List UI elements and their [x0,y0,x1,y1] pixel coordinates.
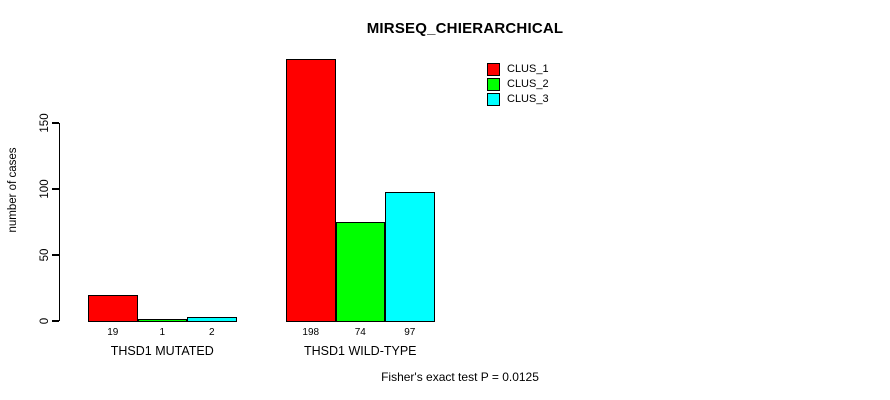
legend-label: CLUS_2 [507,78,549,90]
bar-value-label: 97 [404,327,416,338]
y-tick-label: 50 [39,248,51,262]
y-tick-mark [51,320,59,322]
bar-value-label: 19 [107,327,119,338]
legend-swatch-clus_3 [487,92,500,106]
chart-title: MIRSEQ_CHIERARCHICAL [366,20,564,37]
bar-value-label: 198 [302,327,320,338]
bar-clus_2-2 [335,222,385,322]
legend-label: CLUS_1 [507,63,549,75]
bar-clus_2-1 [137,318,187,322]
y-tick-mark [51,188,59,190]
category-label: THSD1 WILD-TYPE [303,344,417,358]
annotation-text: Fisher's exact test P = 0.0125 [381,370,539,384]
legend-row: CLUS_2 [487,77,549,91]
legend-label: CLUS_3 [507,93,549,105]
legend-row: CLUS_1 [487,62,549,76]
bar-value-label: 1 [159,327,166,338]
y-tick-label: 100 [39,179,51,199]
category-label: THSD1 MUTATED [110,344,214,358]
legend: CLUS_1 CLUS_2 CLUS_3 [487,62,549,108]
legend-row: CLUS_3 [487,92,549,106]
y-tick-mark [51,254,59,256]
y-axis-line [58,123,60,321]
y-tick-label: 150 [39,113,51,133]
bar-value-label: 2 [208,327,215,338]
legend-swatch-clus_2 [487,77,500,91]
bar-clus_1-1 [88,294,138,322]
bar-value-label: 74 [354,327,366,338]
y-tick-label: 0 [39,317,51,325]
bar-clus_1-2 [286,58,336,322]
bar-clus_3-2 [385,191,435,322]
legend-swatch-clus_1 [487,62,500,76]
bar-clus_3-1 [187,317,237,322]
y-tick-mark [51,122,59,124]
